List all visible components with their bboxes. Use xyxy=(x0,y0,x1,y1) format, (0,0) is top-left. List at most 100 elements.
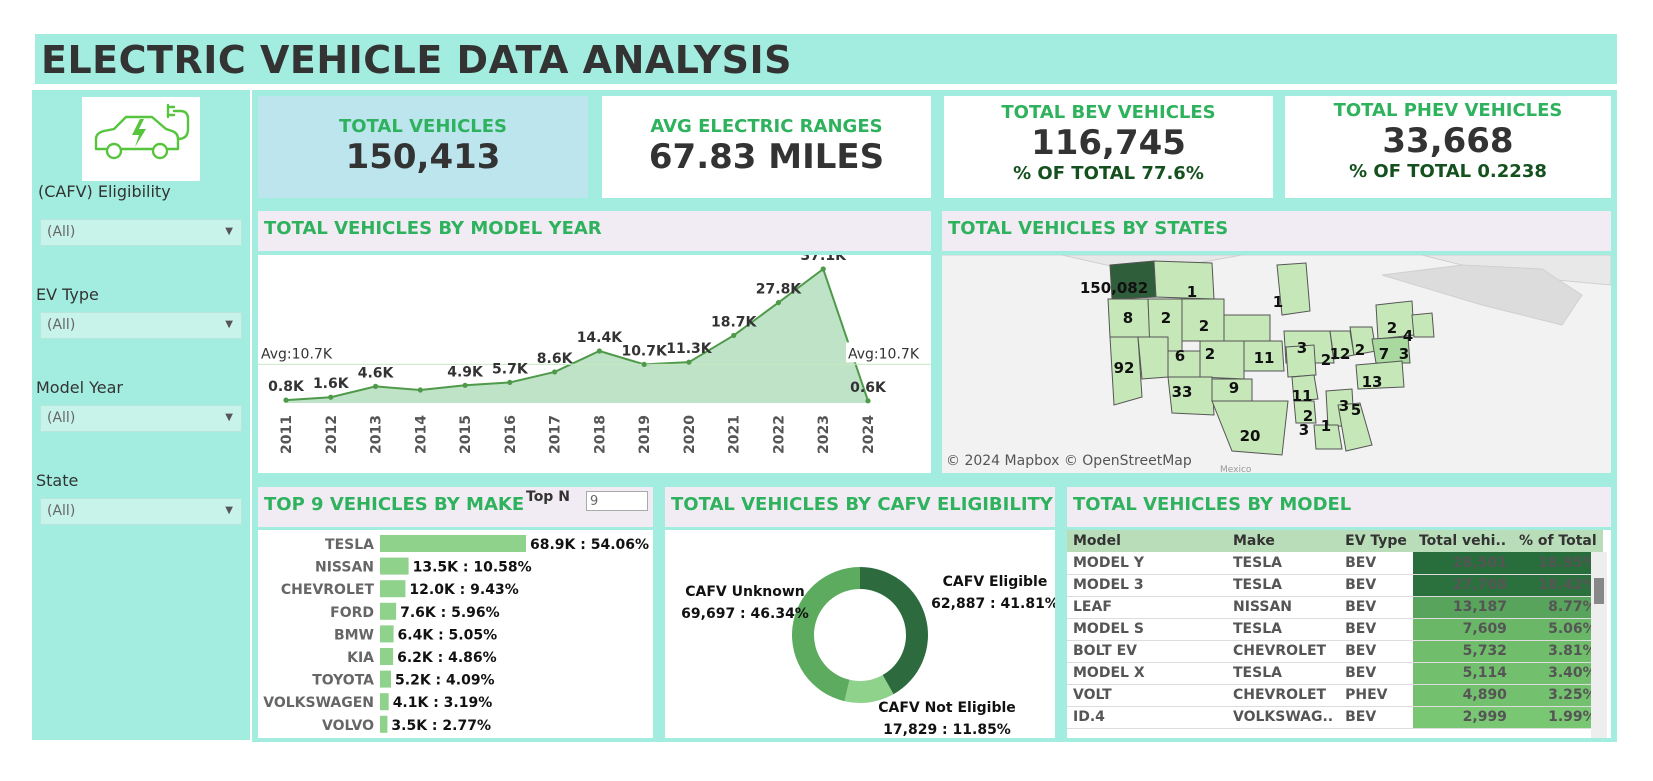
table-cell: TESLA xyxy=(1227,574,1340,597)
data-label: 0.8K xyxy=(268,379,305,395)
state-shape xyxy=(1337,402,1373,452)
col-total[interactable]: Total vehi.. xyxy=(1412,530,1513,552)
state-shape xyxy=(1109,336,1143,406)
state-shape xyxy=(1291,374,1319,402)
data-label: 4.9K xyxy=(447,364,484,380)
data-label: 1.6K xyxy=(313,376,350,392)
cafv-chart: CAFV Eligible 62,887 : 41.81% CAFV Not Eli… xyxy=(665,530,1059,738)
bar-value-label: 7.6K : 5.96% xyxy=(400,605,500,621)
state-label: 5 xyxy=(1351,401,1361,419)
state-label: 4 xyxy=(1403,327,1413,345)
table-cell: 18.95% xyxy=(1512,552,1603,575)
scrollbar-thumb[interactable] xyxy=(1594,578,1604,604)
data-point xyxy=(641,361,647,367)
state-label: 11 xyxy=(1292,387,1313,405)
x-tick-label: 2020 xyxy=(682,415,698,454)
state-dropdown[interactable]: (All) ▼ xyxy=(40,498,242,525)
state-label: 7 xyxy=(1379,345,1389,363)
donut-slice xyxy=(791,567,860,702)
table-row[interactable]: BOLT EV CHEVROLET BEV 5,732 3.81% xyxy=(1067,640,1603,663)
bar xyxy=(380,602,397,620)
caret-down-icon: ▼ xyxy=(225,319,233,330)
state-label: 92 xyxy=(1114,359,1135,377)
bar-category-label: TOYOTA xyxy=(312,673,374,689)
bar xyxy=(380,535,526,552)
table-row[interactable]: ID.4 VOLKSWAG.. BEV 2,999 1.99% xyxy=(1067,706,1603,729)
cafv-donut-svg: CAFV Eligible 62,887 : 41.81% CAFV Not Eli… xyxy=(681,567,1059,738)
state-label: 150,082 xyxy=(1080,279,1148,297)
table-cell: 28,501 xyxy=(1412,552,1513,575)
table-cell: 8.77% xyxy=(1512,596,1603,619)
col-make[interactable]: Make xyxy=(1227,530,1340,552)
table-row[interactable]: VOLT CHEVROLET PHEV 4,890 3.25% xyxy=(1067,684,1603,707)
state-label: 1 xyxy=(1273,293,1283,311)
top-n-input[interactable] xyxy=(586,491,648,511)
model-year-svg: Avg:10.7K Avg:10.7K 0.8K 2011 1.6K 2012 4.6K 20… xyxy=(258,248,931,454)
bar xyxy=(380,625,394,643)
table-row[interactable]: MODEL S TESLA BEV 7,609 5.06% xyxy=(1067,618,1603,641)
make-header: TOP 9 VEHICLES BY MAKE Top N xyxy=(258,487,653,527)
cafv-header: TOTAL VEHICLES BY CAFV ELIGIBILITY xyxy=(665,487,1055,527)
state-label: 12 xyxy=(1330,345,1351,363)
table-cell: 27,708 xyxy=(1412,574,1513,597)
state-shape xyxy=(1411,312,1435,338)
x-tick-label: 2016 xyxy=(503,415,519,454)
data-label: 10.7K xyxy=(621,343,668,359)
table-cell: BEV xyxy=(1339,618,1413,641)
state-shape xyxy=(1211,400,1289,456)
states-map[interactable]: 150,082 1 8 2 2 1 92 6 2 11 3 2 12 2 2 4 7 3 33 9 11 2 1 3 13 20 3… xyxy=(942,255,1611,473)
kpi-label: TOTAL PHEV VEHICLES xyxy=(1333,100,1563,121)
x-tick-label: 2013 xyxy=(369,415,385,454)
data-point xyxy=(775,299,782,306)
table-cell: MODEL 3 xyxy=(1067,574,1227,597)
col-model[interactable]: Model xyxy=(1067,530,1227,552)
state-label: 8 xyxy=(1123,309,1133,327)
make-bar-svg: TESLA 68.9K : 54.06% NISSAN 13.5K : 10.58% C… xyxy=(263,535,649,734)
state-shape xyxy=(1137,336,1169,380)
filter-label: State xyxy=(36,471,79,490)
table-cell: BEV xyxy=(1339,640,1413,663)
state-shapes[interactable] xyxy=(1107,260,1435,456)
donut-slice xyxy=(844,675,894,703)
state-label: 33 xyxy=(1172,383,1193,401)
x-tick-label: 2024 xyxy=(861,415,877,454)
col-ev-type[interactable]: EV Type xyxy=(1339,530,1413,552)
table-row[interactable]: MODEL 3 TESLA BEV 27,708 18.42% xyxy=(1067,574,1603,597)
donut-category-label: CAFV Eligible xyxy=(943,574,1048,590)
ev-type-dropdown[interactable]: (All) ▼ xyxy=(40,312,242,339)
dropdown-value: (All) xyxy=(47,503,76,519)
x-tick-label: 2015 xyxy=(458,415,474,454)
title-bar: ELECTRIC VEHICLE DATA ANALYSIS xyxy=(35,34,1617,84)
state-shape xyxy=(1293,400,1317,424)
map-attribution: © 2024 Mapbox © OpenStreetMap xyxy=(946,453,1192,469)
data-label: 5.7K xyxy=(492,361,529,377)
state-label: 2 xyxy=(1161,309,1171,327)
data-point xyxy=(462,382,468,388)
table-cell: 13,187 xyxy=(1412,596,1513,619)
x-tick-label: 2019 xyxy=(637,415,653,454)
bar-value-label: 6.2K : 4.86% xyxy=(397,650,497,666)
model-year-dropdown[interactable]: (All) ▼ xyxy=(40,405,242,432)
data-point xyxy=(552,369,558,375)
bar xyxy=(380,580,406,598)
state-shape xyxy=(1276,262,1311,316)
filter-label: EV Type xyxy=(36,285,99,304)
table-row[interactable]: MODEL Y TESLA BEV 28,501 18.95% xyxy=(1067,552,1603,575)
table-cell: PHEV xyxy=(1339,684,1413,707)
bar-category-label: BMW xyxy=(334,627,374,643)
table-cell: MODEL S xyxy=(1067,618,1227,641)
model-year-header: TOTAL VEHICLES BY MODEL YEAR xyxy=(258,211,931,251)
kpi-bev: TOTAL BEV VEHICLES 116,745 % OF TOTAL 77… xyxy=(944,96,1273,198)
state-label: 20 xyxy=(1240,427,1261,445)
kpi-value: 67.83 MILES xyxy=(648,137,885,177)
data-point xyxy=(596,348,602,354)
table-row[interactable]: LEAF NISSAN BEV 13,187 8.77% xyxy=(1067,596,1603,619)
table-cell: 2,999 xyxy=(1412,706,1513,729)
cafv-dropdown[interactable]: (All) ▼ xyxy=(40,219,242,246)
kpi-label: AVG ELECTRIC RANGES xyxy=(650,116,883,137)
col-percent[interactable]: % of Total xyxy=(1512,530,1603,552)
table-scrollbar[interactable] xyxy=(1591,552,1607,738)
table-row[interactable]: MODEL X TESLA BEV 5,114 3.40% xyxy=(1067,662,1603,685)
